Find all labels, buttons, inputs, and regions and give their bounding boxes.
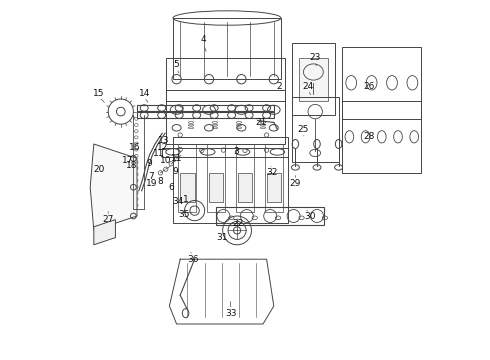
Text: 8: 8 <box>157 177 163 186</box>
Text: 30: 30 <box>304 212 316 220</box>
Text: 27: 27 <box>102 215 114 224</box>
Bar <box>265 144 283 212</box>
Bar <box>292 97 339 162</box>
Text: 22: 22 <box>232 219 244 228</box>
Text: 26: 26 <box>364 82 375 91</box>
Text: 11: 11 <box>153 149 164 158</box>
Bar <box>180 173 195 202</box>
Bar <box>137 112 274 118</box>
Text: 9: 9 <box>147 159 152 168</box>
Bar <box>178 144 196 212</box>
Text: 3: 3 <box>233 147 239 156</box>
Text: 21: 21 <box>255 118 267 127</box>
Bar <box>173 18 281 79</box>
Bar <box>173 137 288 223</box>
Text: 36: 36 <box>187 255 198 264</box>
Text: 31: 31 <box>216 233 227 242</box>
Bar <box>137 105 274 111</box>
Bar <box>299 58 328 101</box>
Text: 2: 2 <box>276 82 282 91</box>
Bar <box>162 148 288 157</box>
Text: 33: 33 <box>225 309 236 318</box>
Bar <box>166 58 285 101</box>
Text: 5: 5 <box>174 60 179 69</box>
Text: 12: 12 <box>156 143 168 152</box>
Text: 32: 32 <box>266 168 278 177</box>
Bar <box>236 144 254 212</box>
Text: 6: 6 <box>169 183 174 192</box>
Bar <box>342 101 421 173</box>
Bar <box>216 207 324 225</box>
Text: 11: 11 <box>171 154 182 163</box>
Text: 23: 23 <box>310 53 321 62</box>
Text: 10: 10 <box>160 156 172 165</box>
Text: 34: 34 <box>172 197 184 206</box>
Text: 7: 7 <box>148 172 154 181</box>
Bar <box>238 173 252 202</box>
Text: 18: 18 <box>126 161 137 170</box>
Text: 4: 4 <box>201 35 206 44</box>
Bar <box>267 173 281 202</box>
Text: 28: 28 <box>364 132 375 141</box>
Text: 16: 16 <box>129 143 141 152</box>
Polygon shape <box>94 220 116 245</box>
Text: 19: 19 <box>146 179 157 188</box>
Polygon shape <box>90 144 137 230</box>
Text: 25: 25 <box>297 125 308 134</box>
Text: 14: 14 <box>139 89 150 98</box>
Bar <box>166 90 285 144</box>
Bar <box>342 47 421 119</box>
Bar <box>207 144 225 212</box>
Text: 15: 15 <box>94 89 105 98</box>
Text: 9: 9 <box>172 166 178 176</box>
Text: 1: 1 <box>183 195 189 204</box>
Text: 17: 17 <box>122 156 134 165</box>
Text: 24: 24 <box>302 82 314 91</box>
Text: 13: 13 <box>158 136 170 145</box>
Bar <box>292 43 335 115</box>
Text: 29: 29 <box>290 179 301 188</box>
Text: 35: 35 <box>178 210 190 219</box>
Text: 20: 20 <box>94 165 105 174</box>
Bar <box>209 173 223 202</box>
